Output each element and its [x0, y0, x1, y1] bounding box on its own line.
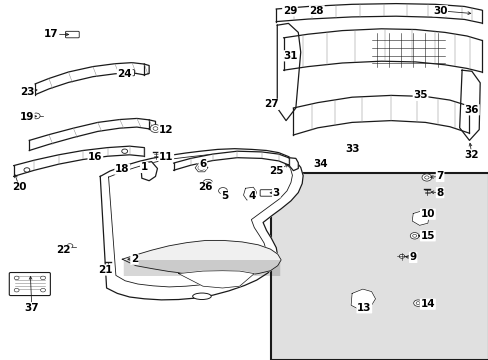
Polygon shape: [288, 158, 298, 171]
Text: 4: 4: [247, 191, 255, 201]
Text: 6: 6: [199, 159, 206, 169]
Text: 1: 1: [141, 162, 147, 172]
Text: 17: 17: [44, 29, 59, 39]
Polygon shape: [277, 23, 300, 121]
FancyBboxPatch shape: [65, 31, 79, 38]
Circle shape: [153, 127, 158, 130]
Text: 28: 28: [309, 6, 324, 16]
Circle shape: [203, 179, 212, 186]
Ellipse shape: [192, 293, 211, 300]
Text: 37: 37: [24, 303, 39, 313]
Text: 36: 36: [464, 105, 478, 115]
Text: 34: 34: [312, 159, 327, 169]
FancyBboxPatch shape: [260, 190, 272, 196]
Text: 25: 25: [268, 166, 283, 176]
Text: 33: 33: [344, 144, 359, 154]
Text: 23: 23: [20, 87, 34, 97]
FancyBboxPatch shape: [9, 273, 50, 296]
Text: 7: 7: [435, 171, 443, 181]
Text: 5: 5: [221, 191, 228, 201]
Polygon shape: [459, 70, 479, 140]
Circle shape: [198, 165, 204, 170]
Text: 10: 10: [420, 209, 434, 219]
Circle shape: [412, 234, 416, 237]
Circle shape: [421, 174, 431, 181]
Polygon shape: [141, 162, 157, 181]
Text: 30: 30: [432, 6, 447, 16]
Text: 11: 11: [159, 152, 173, 162]
Text: 2: 2: [131, 254, 138, 264]
Circle shape: [14, 288, 19, 292]
Circle shape: [41, 276, 45, 280]
Text: 31: 31: [283, 51, 298, 61]
Text: 13: 13: [356, 303, 371, 313]
Circle shape: [415, 302, 419, 305]
Circle shape: [150, 125, 161, 132]
Text: 35: 35: [412, 90, 427, 100]
Circle shape: [67, 244, 73, 248]
Text: 19: 19: [20, 112, 34, 122]
Text: 8: 8: [436, 188, 443, 198]
Circle shape: [24, 168, 30, 172]
Text: 29: 29: [282, 6, 297, 16]
Text: 16: 16: [88, 152, 102, 162]
Text: 26: 26: [198, 182, 212, 192]
Text: 22: 22: [56, 245, 71, 255]
Circle shape: [218, 188, 227, 194]
Text: 14: 14: [420, 299, 434, 309]
Text: 24: 24: [117, 69, 132, 79]
Text: 9: 9: [409, 252, 416, 262]
Text: 20: 20: [12, 182, 27, 192]
Text: 32: 32: [464, 150, 478, 160]
Polygon shape: [108, 153, 292, 287]
Polygon shape: [100, 149, 303, 300]
Circle shape: [122, 149, 127, 153]
Circle shape: [205, 181, 210, 184]
Circle shape: [413, 300, 422, 306]
Text: 12: 12: [159, 125, 173, 135]
Circle shape: [409, 233, 418, 239]
Text: 21: 21: [98, 265, 112, 275]
Circle shape: [41, 288, 45, 292]
Polygon shape: [411, 211, 428, 225]
Circle shape: [14, 276, 19, 280]
Polygon shape: [195, 164, 207, 172]
Polygon shape: [350, 289, 375, 310]
Circle shape: [424, 176, 428, 179]
Text: 3: 3: [272, 188, 279, 198]
Polygon shape: [243, 187, 256, 200]
Polygon shape: [178, 271, 254, 288]
Polygon shape: [122, 240, 281, 276]
Text: 18: 18: [115, 164, 129, 174]
Text: 15: 15: [420, 231, 434, 241]
Circle shape: [398, 254, 404, 258]
Bar: [271, 173, 488, 360]
Circle shape: [32, 113, 40, 119]
FancyBboxPatch shape: [122, 69, 134, 76]
Text: 27: 27: [264, 99, 278, 109]
